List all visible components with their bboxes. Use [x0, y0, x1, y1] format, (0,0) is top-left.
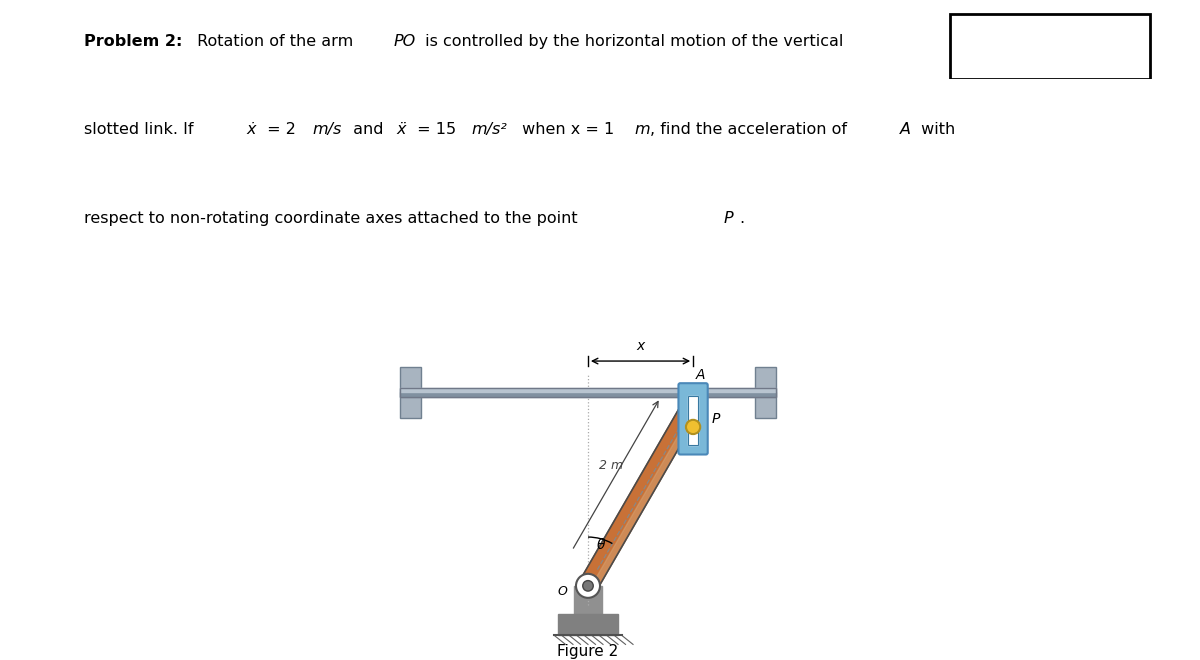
Text: Rotation of the arm: Rotation of the arm [192, 34, 359, 49]
Bar [688, 396, 698, 445]
Text: PO: PO [394, 34, 416, 49]
Text: m: m [635, 122, 650, 137]
Text: = 15: = 15 [412, 122, 461, 137]
Text: with: with [916, 122, 955, 137]
Polygon shape [590, 405, 702, 591]
Text: 2 m: 2 m [599, 459, 623, 472]
Bar [575, 586, 601, 614]
Text: ẋ: ẋ [246, 122, 256, 137]
Circle shape [583, 581, 593, 591]
Text: x: x [636, 339, 644, 353]
Text: A: A [696, 368, 706, 382]
Text: P: P [724, 211, 733, 226]
Circle shape [576, 574, 600, 598]
Bar [558, 614, 618, 636]
Text: and: and [348, 122, 389, 137]
Text: O: O [557, 585, 566, 599]
Polygon shape [580, 399, 702, 591]
FancyBboxPatch shape [678, 383, 708, 455]
Bar [401, 367, 421, 418]
Text: A: A [900, 122, 911, 137]
Text: $\theta$: $\theta$ [595, 537, 606, 552]
Text: , find the acceleration of: , find the acceleration of [650, 122, 852, 137]
Bar [401, 387, 775, 392]
Text: Figure 2: Figure 2 [557, 644, 619, 659]
Text: slotted link. If: slotted link. If [84, 122, 199, 137]
Text: ẍ: ẍ [396, 122, 406, 137]
Text: is controlled by the horizontal motion of the vertical: is controlled by the horizontal motion o… [420, 34, 844, 49]
Text: respect to non-rotating coordinate axes attached to the point: respect to non-rotating coordinate axes … [84, 211, 583, 226]
Text: m/s²: m/s² [472, 122, 508, 137]
Circle shape [686, 420, 701, 434]
Bar [755, 367, 775, 418]
Text: Problem 2:: Problem 2: [84, 34, 182, 49]
Text: when x = 1: when x = 1 [517, 122, 619, 137]
Text: m/s: m/s [312, 122, 341, 137]
Bar [688, 396, 698, 445]
Text: P: P [712, 412, 720, 426]
Text: = 2: = 2 [262, 122, 301, 137]
Bar [401, 392, 775, 397]
Text: .: . [739, 211, 744, 226]
Bar [401, 387, 775, 397]
